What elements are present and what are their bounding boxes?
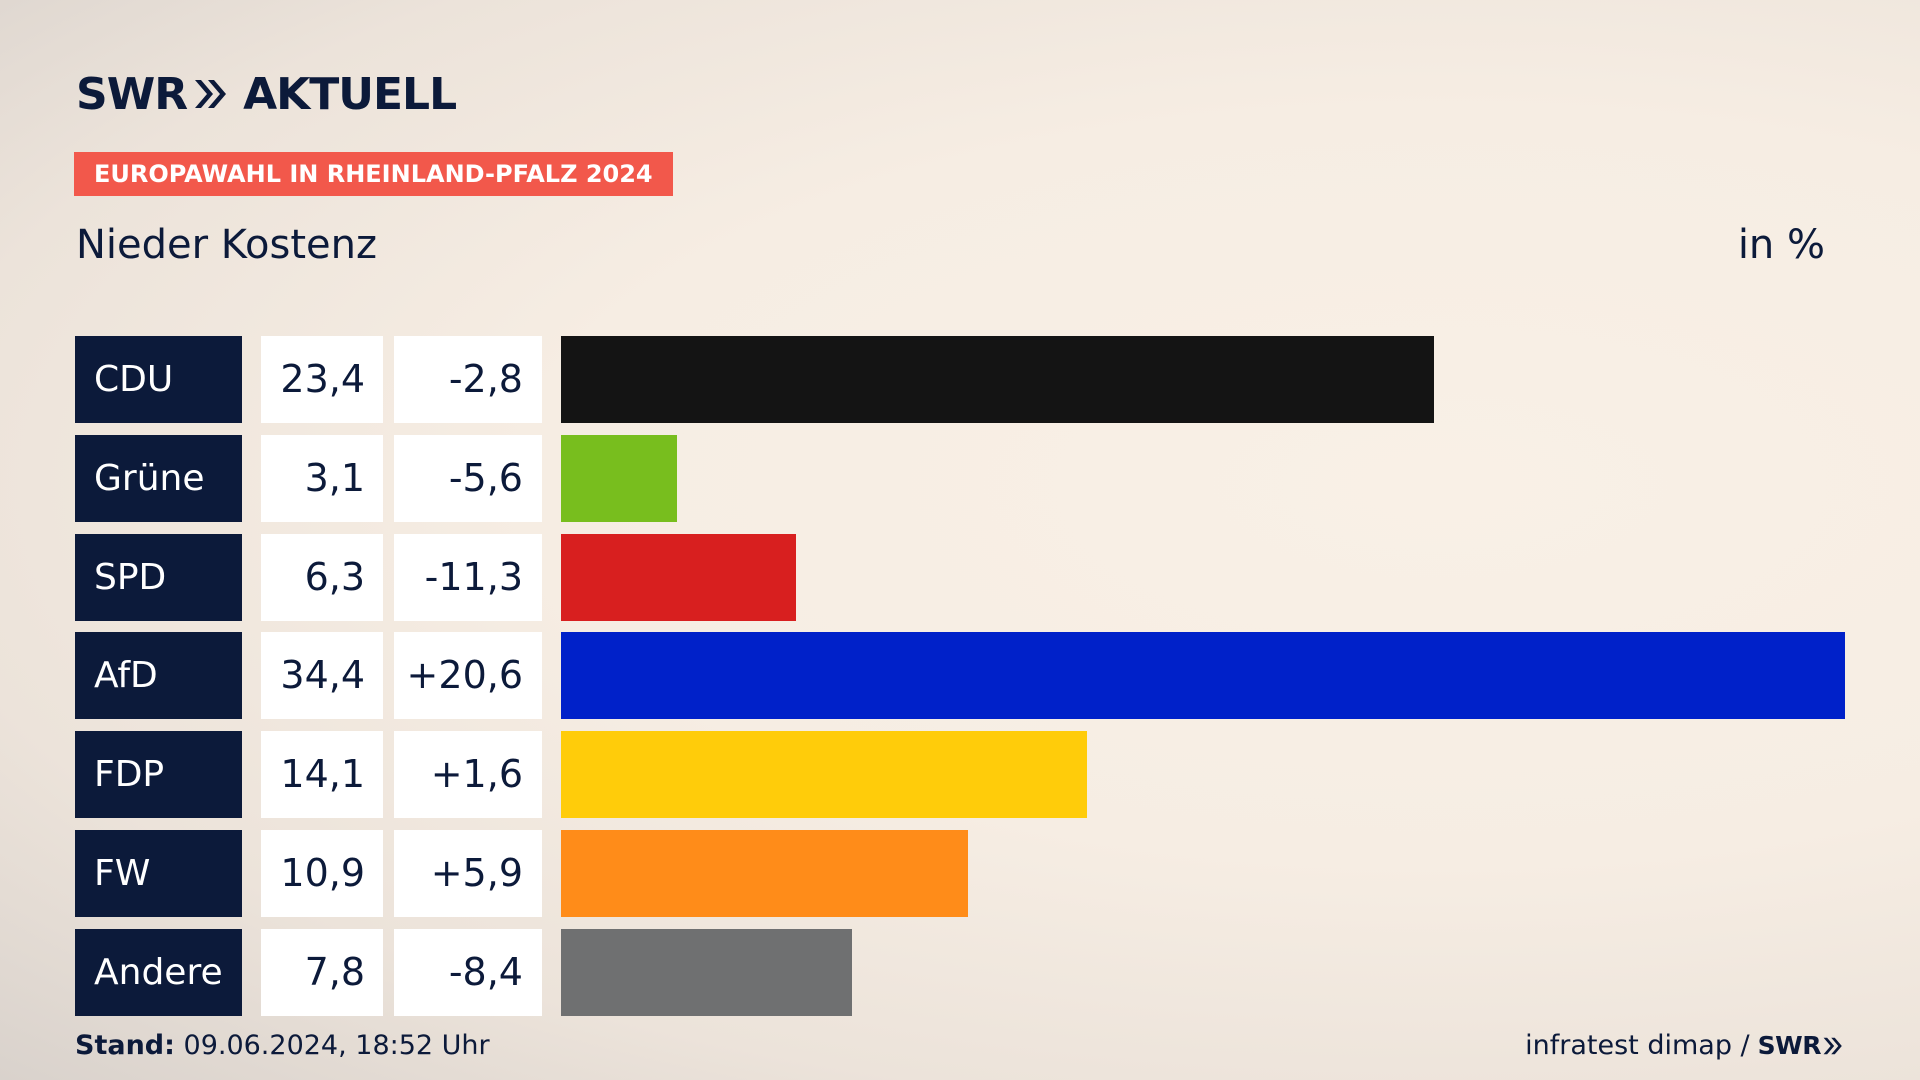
party-row: FW 10,9 +5,9	[0, 830, 1920, 917]
timestamp: Stand: 09.06.2024, 18:52 Uhr	[75, 1030, 490, 1061]
party-change: -8,4	[394, 928, 542, 1016]
party-name: SPD	[75, 533, 242, 621]
party-change: -5,6	[394, 434, 542, 522]
party-bar	[561, 731, 1088, 819]
timestamp-value: 09.06.2024, 18:52 Uhr	[183, 1030, 490, 1061]
party-change: +20,6	[394, 632, 542, 720]
party-row: AfD 34,4 +20,6	[0, 632, 1920, 720]
party-bar	[561, 830, 968, 917]
chart-subtitle: Nieder Kostenz	[76, 222, 377, 268]
party-bar	[561, 336, 1435, 423]
logo-aktuell-text: AKTUELL	[243, 68, 457, 120]
party-name: FDP	[75, 731, 242, 819]
party-name: CDU	[75, 336, 242, 423]
party-change: +1,6	[394, 731, 542, 819]
party-row: Grüne 3,1 -5,6	[0, 434, 1920, 522]
source-text: infratest dimap /	[1525, 1030, 1750, 1061]
swr-aktuell-logo: SWR AKTUELL	[76, 66, 457, 122]
party-percent: 23,4	[261, 336, 383, 423]
party-bar	[561, 928, 853, 1016]
logo-swr-text: SWR	[76, 68, 188, 120]
double-chevron-icon	[195, 80, 227, 108]
party-percent: 14,1	[261, 731, 383, 819]
footer-swr-logo: SWR	[1757, 1031, 1822, 1060]
party-change: +5,9	[394, 830, 542, 917]
election-badge: EUROPAWAHL IN RHEINLAND-PFALZ 2024	[74, 152, 673, 196]
unit-label: in %	[1737, 222, 1825, 268]
party-row: Andere 7,8 -8,4	[0, 928, 1920, 1016]
party-bar	[561, 632, 1845, 720]
party-row: SPD 6,3 -11,3	[0, 533, 1920, 621]
party-change: -2,8	[394, 336, 542, 423]
party-percent: 34,4	[261, 632, 383, 720]
party-change: -11,3	[394, 533, 542, 621]
timestamp-label: Stand:	[75, 1030, 175, 1061]
party-percent: 7,8	[261, 928, 383, 1016]
party-percent: 6,3	[261, 533, 383, 621]
party-bar	[561, 434, 677, 522]
party-name: AfD	[75, 632, 242, 720]
source-credit: infratest dimap / SWR	[1525, 1030, 1844, 1061]
party-name: FW	[75, 830, 242, 917]
party-percent: 10,9	[261, 830, 383, 917]
footer-double-chevron-icon	[1823, 1037, 1842, 1054]
party-percent: 3,1	[261, 434, 383, 522]
party-bar	[561, 533, 797, 621]
party-name: Andere	[75, 928, 242, 1016]
party-row: CDU 23,4 -2,8	[0, 336, 1920, 423]
party-name: Grüne	[75, 434, 242, 522]
party-row: FDP 14,1 +1,6	[0, 731, 1920, 819]
